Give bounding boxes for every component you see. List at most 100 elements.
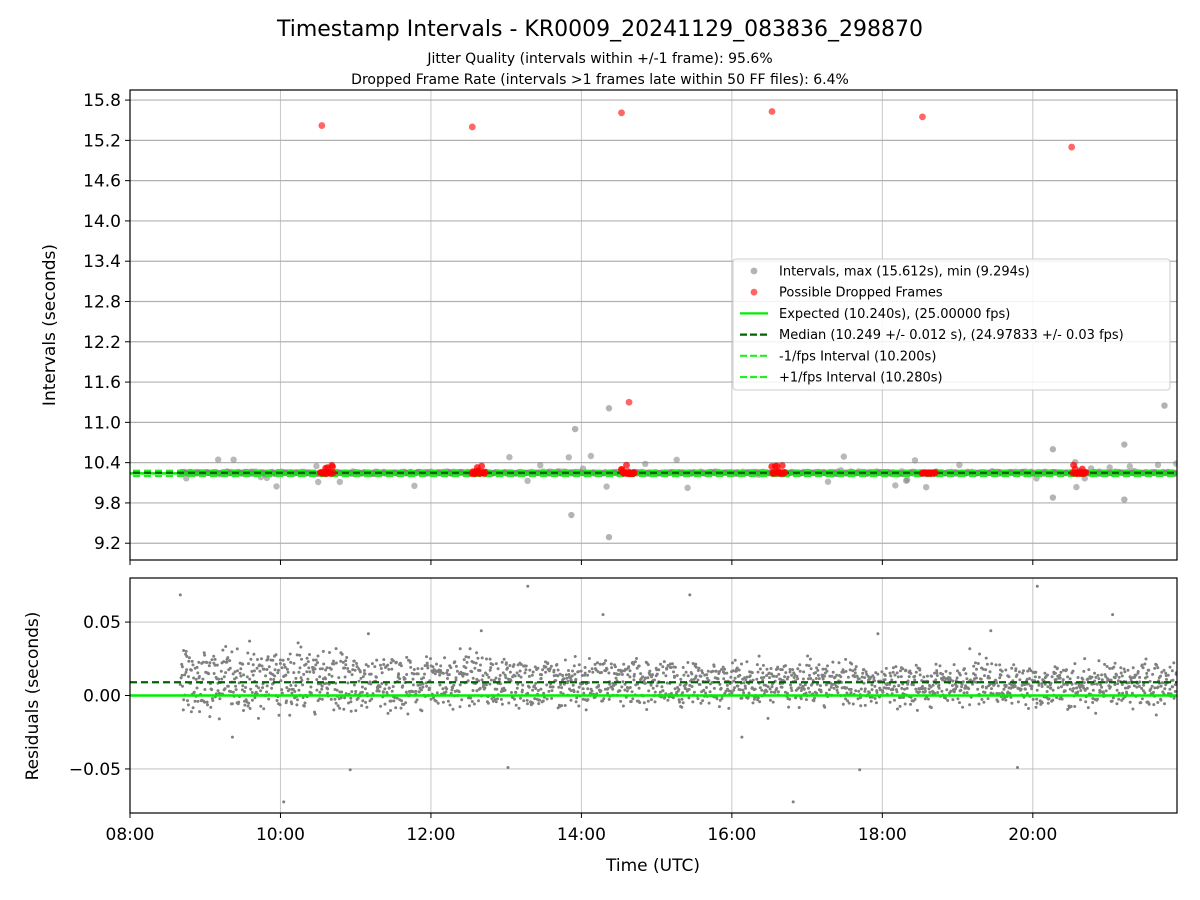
residual-point (521, 683, 525, 687)
residual-point (646, 663, 650, 667)
residual-point (560, 704, 564, 708)
residual-point (1164, 671, 1168, 675)
residual-point (308, 670, 312, 674)
residual-point (446, 677, 449, 680)
residual-point (607, 697, 611, 701)
residual-point (297, 688, 301, 692)
residual-point (872, 676, 876, 680)
residual-point (436, 701, 440, 705)
residual-point (230, 650, 234, 654)
x-tick-label: 14:00 (557, 825, 606, 845)
residual-point (690, 678, 694, 682)
residual-point (789, 686, 793, 690)
residual-point (850, 662, 854, 666)
residual-point (239, 667, 243, 671)
residual-point (971, 682, 974, 686)
residual-point (756, 670, 760, 674)
residual-point (280, 666, 284, 670)
residual-point (1121, 691, 1125, 695)
residual-point (806, 686, 810, 690)
residual-point (621, 704, 625, 708)
residual-point (351, 663, 355, 667)
residual-point (1151, 672, 1155, 676)
residuals-y-tick-label: 0.05 (83, 613, 121, 633)
residual-point (1163, 702, 1166, 706)
residual-point (281, 658, 285, 662)
residual-point (518, 669, 522, 673)
residual-point (773, 690, 777, 694)
residual-point (240, 688, 244, 692)
residual-point (869, 675, 873, 679)
residual-point (241, 662, 245, 666)
residual-point (914, 663, 918, 667)
residual-point (784, 664, 787, 668)
residual-point (379, 704, 383, 708)
residual-point (904, 668, 908, 672)
residual-point (274, 653, 278, 657)
residual-point (894, 688, 898, 692)
x-tick-label: 16:00 (707, 825, 756, 845)
residual-point (1132, 684, 1136, 688)
residual-point (799, 689, 803, 692)
residual-point (1007, 675, 1011, 679)
residual-point (648, 673, 652, 677)
residual-point (438, 673, 442, 677)
residual-point (696, 697, 700, 701)
residual-point (228, 666, 232, 670)
residual-point (788, 667, 792, 671)
residual-point (1028, 677, 1032, 680)
residual-point (635, 657, 638, 660)
residual-point (350, 690, 354, 694)
residual-point (337, 676, 341, 680)
residual-point (687, 696, 691, 700)
residual-point (312, 670, 316, 674)
residual-point (295, 703, 299, 707)
residual-point (651, 686, 655, 690)
residual-point (489, 678, 493, 682)
residual-point (1030, 678, 1034, 682)
interval-point (315, 478, 322, 486)
residual-point (284, 673, 288, 677)
residual-point (929, 706, 933, 710)
residual-point (989, 629, 993, 633)
residual-point (1010, 701, 1014, 705)
residual-point (451, 707, 455, 711)
interval-outlier-point (605, 533, 613, 541)
residuals-x-ticks: 08:00 10:00 12:00 14:00 16:00 18:00 20:00 (106, 813, 1057, 845)
residual-point (202, 651, 206, 655)
residual-point (1117, 697, 1121, 701)
residual-point (912, 683, 915, 687)
residual-point (690, 672, 694, 676)
residual-point (844, 669, 848, 673)
residual-point (449, 691, 453, 695)
residual-point (760, 688, 764, 692)
residual-point (586, 698, 590, 702)
residual-point (558, 672, 562, 676)
residual-point (1003, 696, 1007, 699)
residuals-y-label: Residuals (seconds) (23, 612, 43, 781)
residual-point (1056, 686, 1060, 690)
residual-point (823, 674, 826, 678)
residual-point (660, 685, 664, 689)
residual-point (1054, 678, 1058, 681)
residual-point (690, 685, 694, 688)
residual-point (206, 703, 209, 707)
residual-point (609, 662, 613, 666)
residual-point (496, 667, 500, 671)
residual-point (336, 704, 340, 708)
residual-point (580, 674, 584, 677)
residual-point (363, 672, 367, 676)
residual-point (201, 660, 205, 664)
residual-point (1050, 675, 1054, 679)
residual-point (863, 687, 867, 691)
residual-point (208, 661, 212, 665)
residual-point (625, 689, 629, 693)
residual-point (1162, 668, 1166, 672)
residual-point (981, 667, 985, 671)
residual-point (599, 689, 603, 693)
residual-point (628, 669, 632, 673)
intervals-y-tick-label: 10.4 (83, 454, 121, 474)
residual-point (222, 675, 226, 679)
residual-point (1125, 690, 1128, 694)
residual-point (264, 674, 268, 678)
